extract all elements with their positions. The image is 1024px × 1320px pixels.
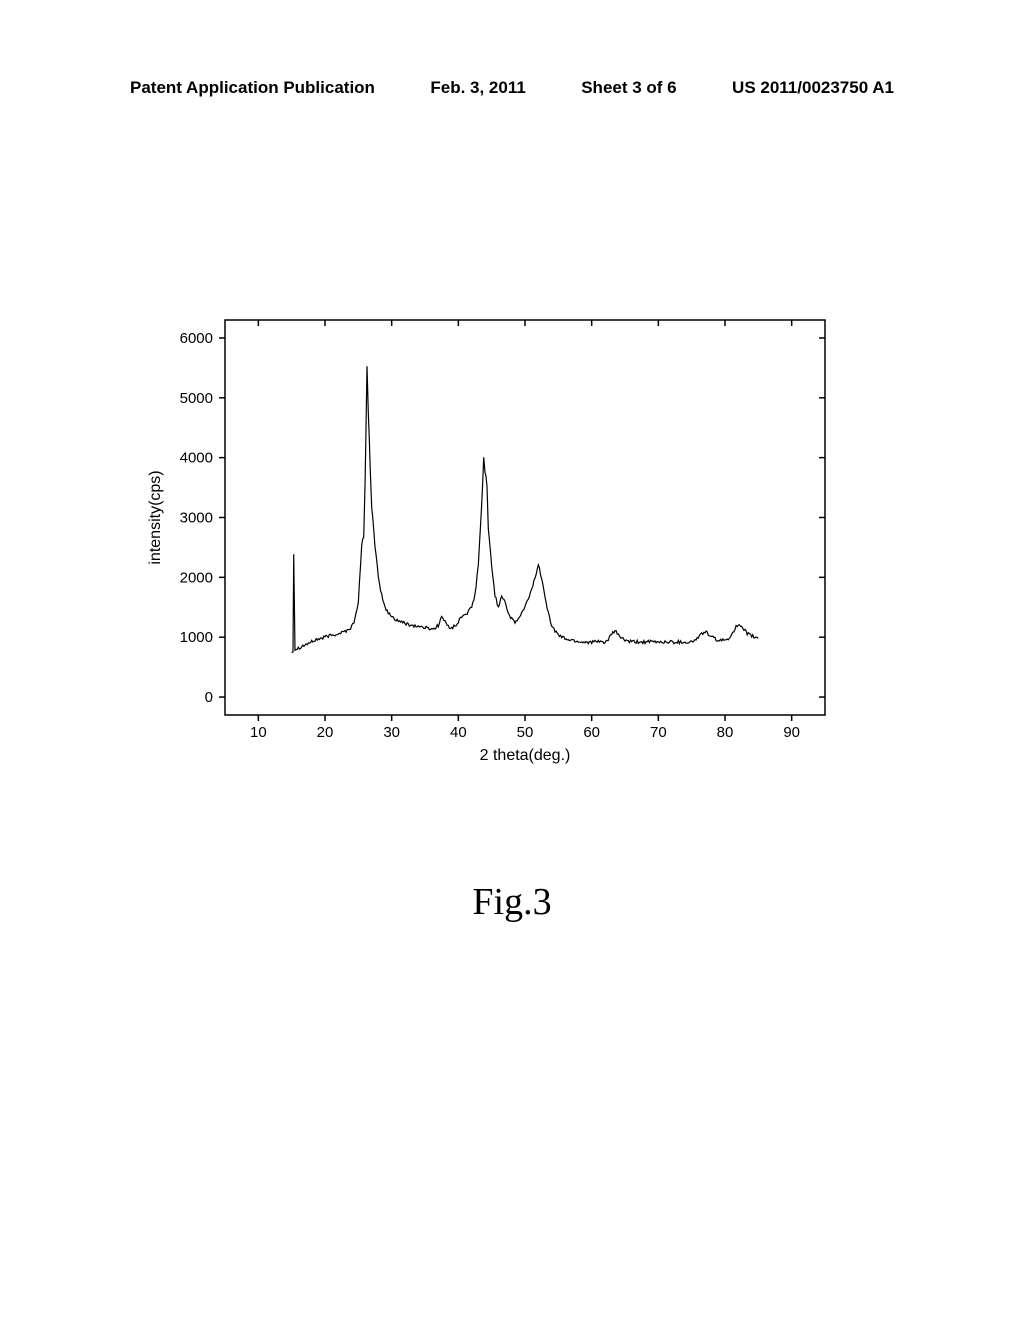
figure-label: Fig.3 — [0, 880, 1024, 924]
svg-text:10: 10 — [250, 724, 267, 741]
svg-text:1000: 1000 — [180, 629, 213, 646]
header-sheet-number: Sheet 3 of 6 — [581, 78, 676, 98]
svg-text:60: 60 — [583, 724, 600, 741]
svg-text:40: 40 — [450, 724, 467, 741]
header-patent-number: US 2011/0023750 A1 — [732, 78, 894, 98]
svg-text:2 theta(deg.): 2 theta(deg.) — [480, 747, 571, 764]
svg-text:0: 0 — [205, 689, 213, 706]
page-header: Patent Application Publication Feb. 3, 2… — [0, 78, 1024, 98]
svg-text:5000: 5000 — [180, 390, 213, 407]
svg-text:30: 30 — [383, 724, 400, 741]
chart-svg: 10 20 30 40 50 60 70 80 90 0 1000 2000 3000 4000 5000 6… — [130, 305, 850, 775]
svg-text:70: 70 — [650, 724, 667, 741]
svg-text:2000: 2000 — [180, 569, 213, 586]
svg-text:90: 90 — [783, 724, 800, 741]
svg-text:50: 50 — [517, 724, 534, 741]
svg-text:20: 20 — [317, 724, 334, 741]
header-publication-type: Patent Application Publication — [130, 78, 375, 98]
svg-text:4000: 4000 — [180, 450, 213, 467]
svg-text:6000: 6000 — [180, 330, 213, 347]
svg-text:intensity(cps): intensity(cps) — [147, 470, 164, 564]
header-date: Feb. 3, 2011 — [430, 78, 525, 98]
xrd-chart: 10 20 30 40 50 60 70 80 90 0 1000 2000 3000 4000 5000 6… — [130, 305, 850, 775]
svg-text:3000: 3000 — [180, 510, 213, 527]
svg-text:80: 80 — [717, 724, 734, 741]
